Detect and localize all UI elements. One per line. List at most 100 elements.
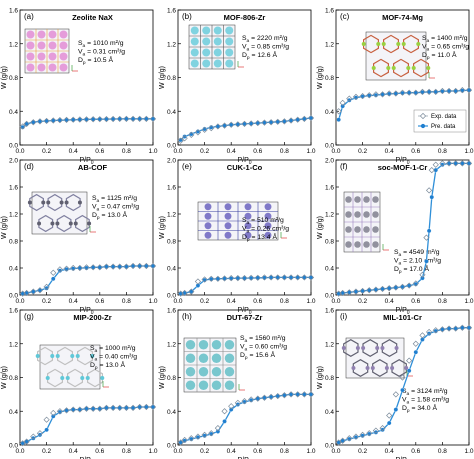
pre-data-point bbox=[347, 290, 352, 295]
y-tick-label: 1.6 bbox=[325, 185, 334, 192]
exp-data-point bbox=[445, 325, 453, 332]
structure-image bbox=[341, 337, 413, 379]
panel-f: 0.0 0.4 0.8 1.2 1.6 2.0 0.0 0.2 0.4 0.6 0.8 1.0 W (g… bbox=[317, 158, 474, 317]
pre-data-point bbox=[150, 404, 156, 410]
stat-symbol: S bbox=[402, 388, 407, 395]
pre-data-point bbox=[242, 121, 247, 127]
panel-title: DUT-67-Zr bbox=[227, 313, 263, 322]
pre-data-point bbox=[195, 283, 201, 288]
stat-value: 1400 m²/g bbox=[437, 35, 468, 42]
panel-letter: (h) bbox=[182, 312, 192, 321]
stat-subscript: a bbox=[407, 400, 410, 405]
structure-node bbox=[27, 200, 32, 205]
pre-data-point bbox=[380, 286, 385, 292]
pre-data-point bbox=[104, 264, 109, 269]
structure-image bbox=[361, 31, 435, 81]
exp-data-point bbox=[63, 407, 70, 414]
pre-data-point bbox=[137, 116, 142, 122]
exp-data-point bbox=[439, 326, 446, 333]
y-tick-label: 0.4 bbox=[9, 109, 18, 116]
stat-equals: = bbox=[85, 40, 93, 47]
x-tick-label: 0.8 bbox=[280, 148, 289, 155]
structure-ring bbox=[46, 368, 64, 388]
structure-node bbox=[411, 66, 416, 70]
structure-node bbox=[354, 226, 361, 233]
pre-data-point bbox=[130, 116, 136, 122]
stat-equals: = bbox=[401, 249, 409, 256]
stat-equals: = bbox=[97, 354, 105, 361]
y-tick-label: 0.0 bbox=[167, 443, 176, 450]
exp-data-point bbox=[248, 120, 255, 127]
exp-data-point bbox=[90, 264, 97, 271]
x-tick-label: 0.8 bbox=[438, 148, 447, 155]
x-tick-label: 0.2 bbox=[200, 298, 209, 305]
exp-data-point bbox=[386, 412, 393, 419]
panel-title: MIL-101-Cr bbox=[383, 313, 422, 322]
structure-ring bbox=[74, 214, 90, 233]
exp-data-point bbox=[143, 115, 150, 122]
exp-data-point bbox=[346, 95, 353, 102]
exp-data-point bbox=[123, 263, 130, 270]
plot-frame bbox=[335, 159, 470, 296]
pre-data-point bbox=[130, 405, 136, 411]
stat-equals: = bbox=[250, 234, 258, 241]
exp-data-point bbox=[399, 89, 406, 96]
panel-title: Zeolite NaX bbox=[72, 13, 113, 22]
pre-data-point bbox=[97, 265, 103, 270]
structure-node bbox=[202, 48, 211, 57]
y-tick-label: 0.8 bbox=[9, 239, 18, 246]
pre-data-point bbox=[295, 392, 300, 397]
panel-e: 0.0 0.4 0.8 1.2 1.6 2.0 0.0 0.2 0.4 0.6 0.8 1.0 W (g… bbox=[159, 158, 316, 317]
pre-data-point bbox=[228, 407, 234, 412]
structure-node bbox=[70, 354, 75, 358]
exp-data-point bbox=[366, 287, 373, 294]
y-tick-label: 1.2 bbox=[325, 341, 334, 348]
x-tick-label: 0.2 bbox=[358, 448, 367, 455]
exp-data-point bbox=[301, 274, 308, 281]
stat-symbol: D bbox=[422, 52, 427, 59]
pre-data-point bbox=[255, 396, 261, 401]
structure-ring bbox=[352, 359, 369, 377]
exp-data-point bbox=[129, 404, 137, 411]
structure-node bbox=[100, 376, 105, 380]
structure-ring bbox=[56, 214, 72, 233]
pre-data-point bbox=[64, 408, 69, 413]
panel-title: MOF-74-Mg bbox=[382, 13, 423, 22]
y-tick-label: 0.4 bbox=[167, 409, 176, 416]
structure-node bbox=[37, 30, 46, 39]
y-tick-label: 0.4 bbox=[325, 109, 334, 116]
structure-node bbox=[211, 380, 222, 390]
exp-data-point bbox=[221, 122, 228, 129]
pre-data-point bbox=[373, 430, 379, 435]
exp-data-point bbox=[406, 282, 413, 289]
exp-data-point bbox=[307, 391, 315, 398]
exp-data-point bbox=[149, 262, 157, 270]
pre-data-point bbox=[446, 161, 452, 166]
stat-value: 1010 m²/g bbox=[93, 40, 124, 47]
stat-subscript: a bbox=[97, 199, 100, 204]
pre-data-point bbox=[37, 432, 43, 438]
pre-data-point bbox=[386, 285, 392, 291]
structure-ring bbox=[403, 34, 419, 54]
exp-data-point bbox=[23, 438, 30, 445]
structure-node bbox=[50, 354, 55, 358]
stat-subscript: a bbox=[247, 39, 250, 44]
stat-symbol: V bbox=[242, 44, 247, 51]
pre-data-point bbox=[37, 288, 43, 293]
pre-data-point bbox=[51, 118, 56, 123]
structure-node bbox=[87, 221, 92, 226]
structure-node bbox=[185, 380, 196, 390]
stat-v: Va = 0.31 cm³/g bbox=[78, 49, 125, 58]
exp-data-point bbox=[412, 340, 419, 347]
stat-value: 17.0 Å bbox=[409, 264, 429, 273]
pre-data-point bbox=[117, 116, 123, 122]
exp-data-point bbox=[465, 160, 473, 167]
structure-node bbox=[48, 41, 57, 50]
y-tick-label: 1.6 bbox=[167, 308, 176, 315]
pre-data-point bbox=[97, 116, 103, 122]
exp-data-point bbox=[254, 119, 261, 127]
pre-data-point bbox=[453, 326, 458, 331]
exp-data-point bbox=[19, 123, 26, 130]
pre-data-point bbox=[262, 120, 267, 125]
pre-data-point bbox=[57, 268, 63, 273]
